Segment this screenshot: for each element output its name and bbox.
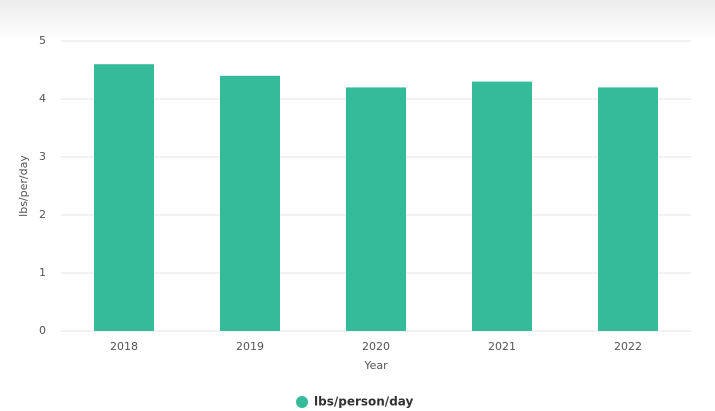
- y-tick-label: 0: [39, 324, 46, 337]
- legend-label: lbs/person/day: [314, 395, 414, 409]
- bar: [598, 87, 658, 332]
- y-axis-label: lbs/per/day: [17, 155, 30, 217]
- y-tick-label: 2: [39, 208, 46, 221]
- x-tick-label: 2022: [614, 340, 642, 353]
- x-tick-label: 2018: [110, 340, 138, 353]
- y-tick-label: 5: [39, 34, 46, 47]
- x-tick-label: 2021: [488, 340, 516, 353]
- bar: [94, 64, 154, 331]
- bar: [472, 81, 532, 331]
- x-axis-label: Year: [363, 359, 388, 372]
- legend-marker: [296, 396, 308, 408]
- bar: [220, 75, 280, 331]
- y-tick-label: 4: [39, 92, 46, 105]
- header-shade: [0, 0, 715, 40]
- x-tick-label: 2019: [236, 340, 264, 353]
- bar: [346, 87, 406, 332]
- y-tick-label: 3: [39, 150, 46, 163]
- x-tick-label: 2020: [362, 340, 390, 353]
- y-tick-label: 1: [39, 266, 46, 279]
